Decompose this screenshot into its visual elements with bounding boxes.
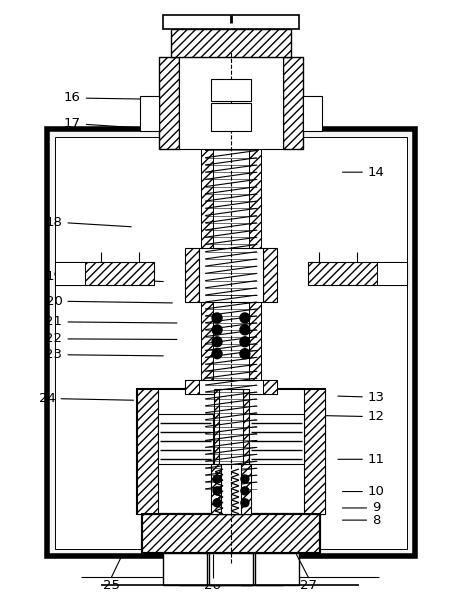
Bar <box>185 379 276 395</box>
Bar <box>262 248 276 302</box>
Bar <box>179 56 282 149</box>
Text: 17: 17 <box>64 117 163 130</box>
Bar <box>282 56 302 149</box>
Bar <box>376 263 406 285</box>
Bar <box>221 464 241 513</box>
Bar <box>213 389 248 513</box>
Bar <box>141 513 320 553</box>
Bar <box>218 389 242 513</box>
Bar <box>55 137 406 548</box>
Bar <box>213 131 248 553</box>
Bar <box>139 96 159 131</box>
Text: 14: 14 <box>342 166 384 179</box>
Bar <box>211 80 250 101</box>
Text: 19: 19 <box>45 271 163 283</box>
Text: 25: 25 <box>102 580 119 592</box>
Circle shape <box>240 337 249 347</box>
Bar <box>201 131 213 553</box>
Circle shape <box>240 349 249 359</box>
Bar <box>199 248 262 302</box>
Text: 20: 20 <box>45 294 172 308</box>
Bar <box>55 263 154 285</box>
Text: 11: 11 <box>337 453 384 466</box>
Circle shape <box>241 487 248 495</box>
Bar <box>303 389 325 513</box>
Bar <box>163 553 207 585</box>
Circle shape <box>240 325 249 335</box>
Bar <box>211 464 250 513</box>
Circle shape <box>212 325 222 335</box>
Bar <box>241 553 282 585</box>
Text: 12: 12 <box>319 410 384 424</box>
Circle shape <box>212 349 222 359</box>
Bar <box>141 513 320 553</box>
Bar <box>159 56 179 149</box>
Circle shape <box>212 337 222 347</box>
Circle shape <box>240 313 249 323</box>
Bar <box>179 553 221 585</box>
Text: 8: 8 <box>342 513 380 526</box>
Bar <box>136 389 325 513</box>
Bar <box>163 15 298 29</box>
Text: 15: 15 <box>230 49 258 69</box>
Circle shape <box>241 499 248 507</box>
Bar <box>262 379 276 395</box>
Bar <box>210 553 252 585</box>
Bar <box>307 263 406 285</box>
Text: 21: 21 <box>45 315 177 328</box>
Bar <box>55 263 85 285</box>
Text: 16: 16 <box>64 91 149 105</box>
Text: 26: 26 <box>204 580 221 592</box>
Circle shape <box>213 475 221 483</box>
Bar <box>136 389 158 513</box>
Text: 9: 9 <box>342 501 380 515</box>
Bar <box>211 103 250 131</box>
Bar <box>185 379 199 395</box>
Circle shape <box>212 313 222 323</box>
Bar <box>302 96 322 131</box>
Text: 23: 23 <box>45 348 163 361</box>
Text: 24: 24 <box>39 392 133 405</box>
Circle shape <box>213 499 221 507</box>
Bar <box>47 129 414 556</box>
Text: 10: 10 <box>342 485 384 498</box>
Bar <box>248 131 260 553</box>
Text: 27: 27 <box>299 580 316 592</box>
Bar <box>209 553 252 585</box>
Text: 13: 13 <box>337 390 384 404</box>
Bar <box>248 414 303 464</box>
Bar <box>254 553 298 585</box>
Bar <box>158 414 213 464</box>
Circle shape <box>241 475 248 483</box>
Text: 18: 18 <box>45 215 131 228</box>
Bar <box>171 29 290 56</box>
Circle shape <box>213 487 221 495</box>
Text: 22: 22 <box>45 332 177 345</box>
Bar <box>185 248 199 302</box>
